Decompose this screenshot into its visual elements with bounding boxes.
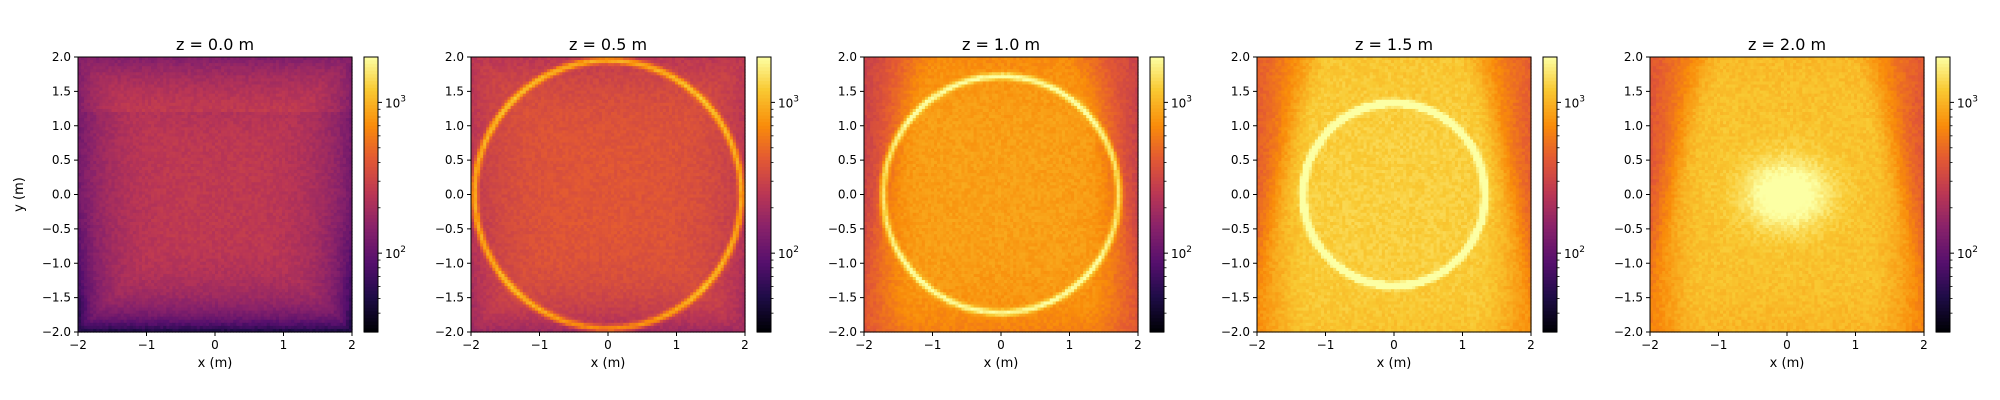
heatmap-image bbox=[78, 57, 353, 333]
panel-0: z = 0.0 m−2 −1 0 1 2x (m)−2.0−1.5−1.0−0.50.0… bbox=[12, 35, 406, 371]
